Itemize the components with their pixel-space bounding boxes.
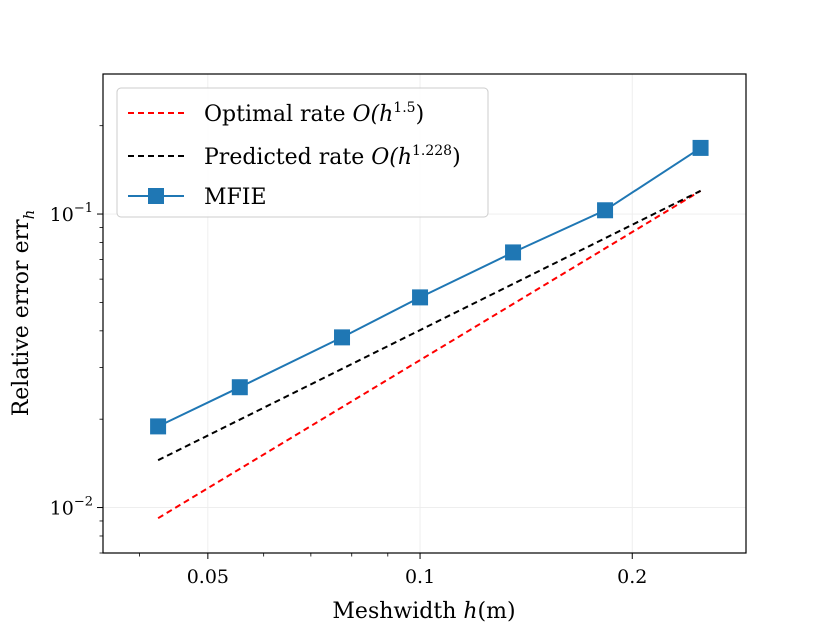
legend-label: Optimal rate O(h1.5) [204, 100, 424, 127]
legend-box [116, 87, 489, 218]
plot-frame [102, 73, 747, 554]
data-point-marker [597, 202, 614, 219]
x-tick-label: 0.2 [617, 566, 647, 588]
series-predicted-rate [157, 189, 702, 462]
series-optimal-rate [157, 189, 702, 520]
legend-entry: Predicted rate O(h1.228) [128, 143, 461, 170]
data-point-marker [231, 379, 248, 396]
data-point-marker [334, 329, 351, 346]
x-axis-title: Meshwidth h(m) [332, 599, 515, 623]
y-axis-title: Relative error errh [9, 210, 38, 417]
legend-entry: MFIE [128, 185, 267, 210]
legend-entry: Optimal rate O(h1.5) [128, 100, 424, 127]
series-line [157, 189, 702, 520]
data-point-marker [150, 418, 167, 435]
x-tick-label: 0.05 [187, 566, 229, 588]
data-point-marker [692, 139, 709, 156]
legend: Optimal rate O(h1.5) Predicted rate O(h1.… [116, 87, 489, 218]
data-point-marker [505, 244, 522, 261]
series-mfie [150, 139, 709, 435]
legend-label: Predicted rate O(h1.228) [204, 143, 461, 170]
x-tick-label: 0.1 [405, 566, 435, 588]
y-tick-label: 10−1 [50, 201, 93, 226]
series-group [150, 139, 709, 520]
legend-label: MFIE [204, 185, 267, 210]
axis-ticks: 0.05 0.1 0.2 10−1 10−2 [50, 125, 647, 588]
data-point-marker [412, 289, 429, 306]
legend-marker-sample [148, 188, 164, 204]
series-line [157, 189, 702, 462]
y-tick-label: 10−2 [50, 495, 93, 520]
